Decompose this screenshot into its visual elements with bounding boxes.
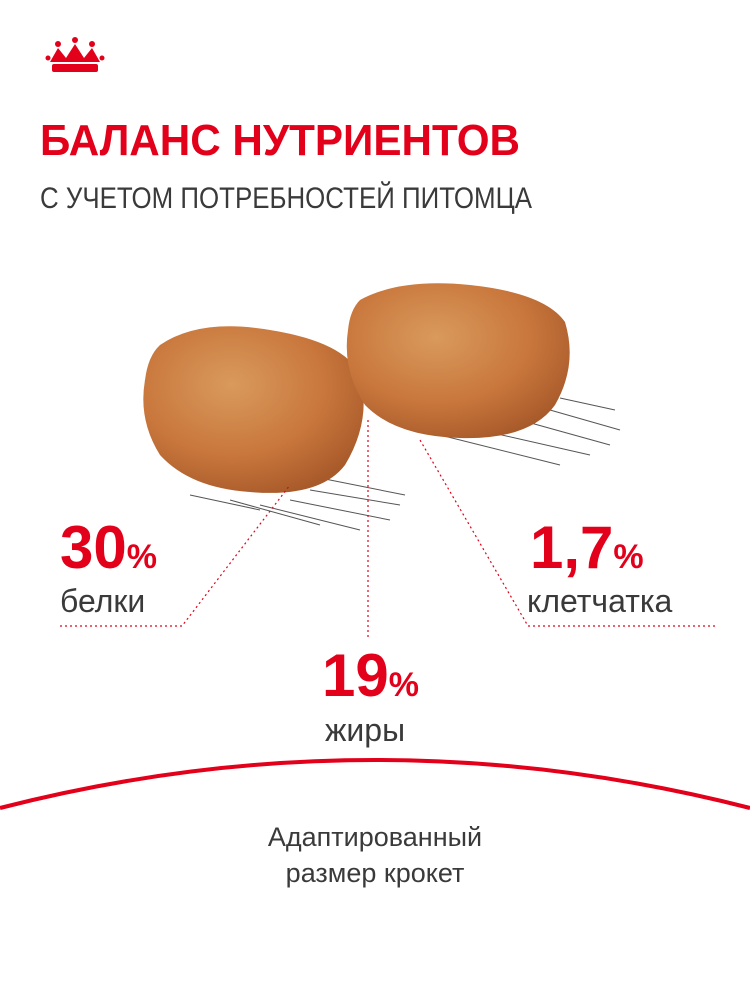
value: 30 (60, 514, 127, 581)
title: БАЛАНС НУТРИЕНТОВ (40, 116, 520, 165)
unit: % (613, 538, 643, 576)
footer-line: размер крокет (286, 858, 465, 888)
subtitle: С УЧЕТОМ ПОТРЕБНОСТЕЙ ПИТОМЦА (40, 181, 532, 215)
nutrient-label: клетчатка (527, 583, 673, 619)
nutrient-label: жиры (325, 712, 405, 748)
nutrient-label: белки (60, 583, 145, 619)
kibble (346, 283, 570, 439)
leader (60, 420, 715, 640)
value: 19 (322, 642, 389, 709)
arc (0, 758, 750, 810)
unit: % (389, 666, 419, 704)
footer-line: Адаптированный (268, 822, 482, 852)
nutrient-value: 19% (322, 642, 419, 709)
unit: % (127, 538, 157, 576)
logo (45, 37, 105, 72)
hatch (189, 397, 621, 531)
nutrient-value: 1,7% (530, 514, 644, 581)
value: 1,7 (530, 514, 613, 581)
nutrient-value: 30% (60, 514, 157, 581)
kibble (143, 326, 364, 493)
